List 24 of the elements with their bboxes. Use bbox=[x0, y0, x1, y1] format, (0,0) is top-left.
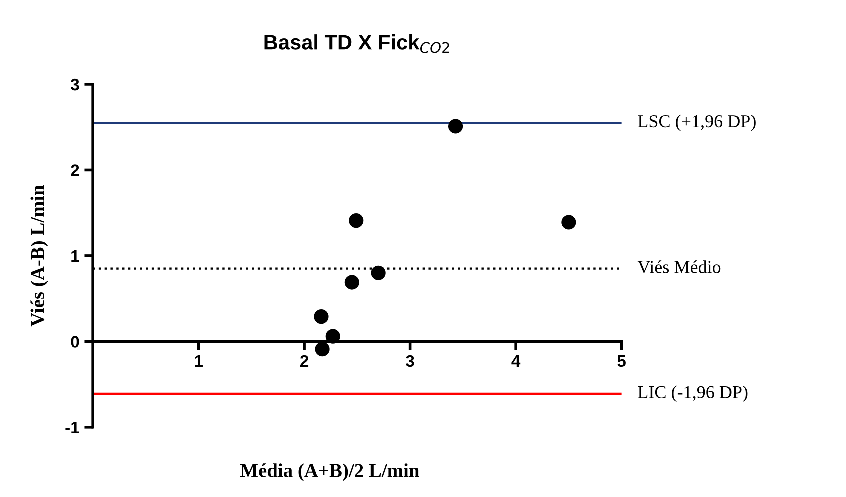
y-tick-label: 3 bbox=[70, 78, 80, 91]
x-tick-label: 3 bbox=[406, 355, 414, 368]
point bbox=[315, 342, 330, 357]
ref-line-label: LIC (-1,96 DP) bbox=[638, 386, 748, 402]
y-tick-label: -1 bbox=[66, 422, 80, 434]
y-tick-label: 0 bbox=[71, 336, 80, 348]
point bbox=[448, 119, 464, 134]
ref-line-label: Viés Médio bbox=[638, 260, 721, 274]
point bbox=[562, 215, 576, 230]
point bbox=[314, 310, 329, 324]
y-tick-label: 2 bbox=[71, 164, 80, 176]
x-tick-label: 2 bbox=[300, 355, 309, 367]
x-tick-label: 1 bbox=[195, 355, 203, 367]
chart-title: Basal TD X Fick$_{CO2}$ bbox=[264, 34, 450, 54]
point bbox=[326, 329, 340, 344]
y-tick-label: 1 bbox=[72, 250, 80, 262]
y-axis-title: Viés (A-B) L/min bbox=[30, 185, 48, 327]
point bbox=[371, 266, 386, 280]
point bbox=[349, 214, 364, 228]
x-tick-label: 5 bbox=[618, 355, 626, 368]
x-tick-label: 4 bbox=[512, 355, 521, 367]
point bbox=[344, 275, 360, 290]
x-axis-title: Média (A+B)/2 L/min bbox=[240, 464, 420, 482]
ref-line-label: LSC (+1,96 DP) bbox=[638, 114, 756, 132]
